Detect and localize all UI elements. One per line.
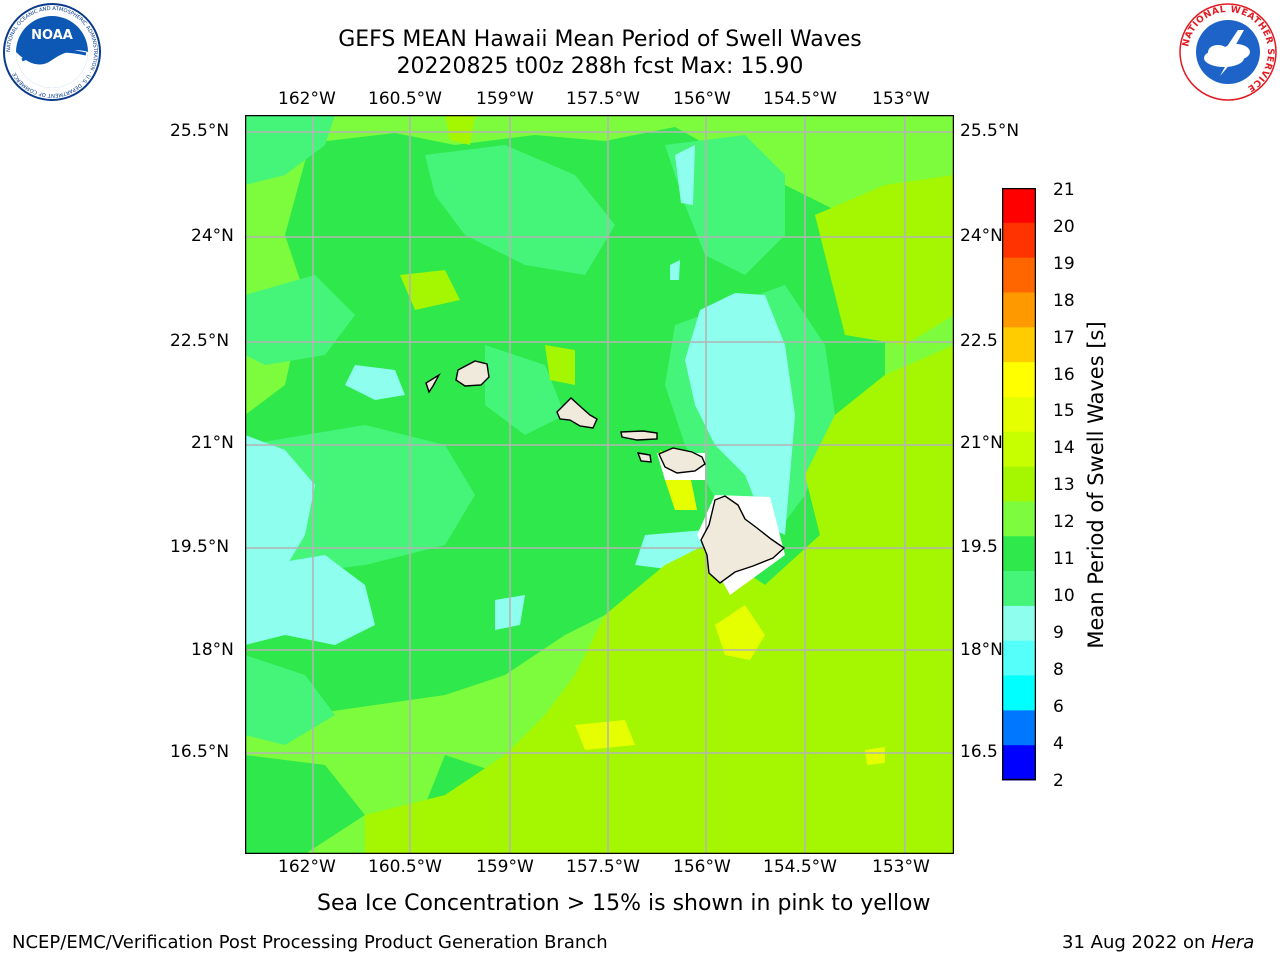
- lon-label-bottom: 159°W: [476, 857, 534, 877]
- colorbar-tick: 19: [1053, 254, 1075, 274]
- lat-label-right: 18°N: [960, 640, 1003, 660]
- colorbar-tick: 12: [1053, 512, 1075, 532]
- colorbar-tick: 20: [1053, 217, 1075, 237]
- lon-label-top: 154.5°W: [763, 89, 837, 109]
- lon-label-top: 157.5°W: [566, 89, 640, 109]
- island-maui: [658, 447, 706, 474]
- island-oahu: [556, 397, 598, 429]
- colorbar-block: [1002, 431, 1036, 468]
- lon-label-top: 160.5°W: [368, 89, 442, 109]
- colorbar-tick: 14: [1053, 438, 1075, 458]
- colorbar-block: [1002, 501, 1036, 537]
- lat-label-right: 25.5°N: [960, 121, 1020, 141]
- contour-13-14s: [365, 115, 954, 854]
- colorbar-block: [1002, 257, 1036, 293]
- contour-9-10s: [245, 145, 795, 645]
- colorbar-block: [1002, 327, 1036, 363]
- colorbar-tick: 4: [1053, 734, 1064, 754]
- lon-label-top: 153°W: [872, 89, 930, 109]
- lat-label-right: 24°N: [960, 226, 1003, 246]
- colorbar: [1002, 188, 1036, 781]
- colorbar-tick: 8: [1053, 660, 1064, 680]
- colorbar-tick: 11: [1053, 549, 1075, 569]
- lat-label-left: 24°N: [191, 226, 234, 246]
- noaa-logo-text: NOAA: [31, 28, 73, 43]
- noaa-logo: NOAA NATIONAL OCEANIC AND ATMOSPHERIC AD…: [3, 3, 101, 101]
- colorbar-tick: 6: [1053, 697, 1064, 717]
- colorbar-block: [1002, 675, 1036, 711]
- colorbar-block: [1002, 362, 1036, 398]
- map-gridlines: [245, 115, 954, 854]
- lat-label-left: 18°N: [191, 640, 234, 660]
- island-lanai: [636, 452, 652, 463]
- colorbar-tick: 9: [1053, 623, 1064, 643]
- colorbar-tick: 15: [1053, 401, 1075, 421]
- colorbar-tick: 2: [1053, 771, 1064, 791]
- lat-label-right: 21°N: [960, 433, 1003, 453]
- lat-label-right: 16.5: [960, 742, 998, 762]
- colorbar-block: [1002, 571, 1036, 607]
- lon-label-bottom: 157.5°W: [566, 857, 640, 877]
- nws-logo: NATIONAL WEATHER SERVICE: [1179, 3, 1277, 101]
- lat-label-left: 25.5°N: [170, 121, 230, 141]
- lon-label-bottom: 156°W: [673, 857, 731, 877]
- colorbar-tick: 16: [1053, 365, 1075, 385]
- footer-date: 31 Aug 2022 on: [1062, 932, 1206, 953]
- colorbar-blocks: [1002, 188, 1036, 781]
- island-niihau: [425, 373, 441, 394]
- lat-label-right: 19.5: [960, 537, 998, 557]
- lon-label-top: 156°W: [673, 89, 731, 109]
- map-frame: [245, 115, 954, 854]
- footer-credit: NCEP/EMC/Verification Post Processing Pr…: [12, 932, 608, 953]
- colorbar-tick: 18: [1053, 291, 1075, 311]
- lon-label-bottom: 153°W: [872, 857, 930, 877]
- hawaiian-islands: [425, 360, 786, 584]
- colorbar-tick: 10: [1053, 586, 1075, 606]
- colorbar-block: [1002, 536, 1036, 572]
- lat-label-left: 16.5°N: [170, 742, 230, 762]
- island-molokai: [620, 430, 658, 441]
- colorbar-block: [1002, 396, 1036, 433]
- lon-label-top: 162°W: [278, 89, 336, 109]
- footer-timestamp: 31 Aug 2022 on Hera: [1062, 932, 1254, 953]
- lat-label-right: 22.5: [960, 331, 998, 351]
- island-kauai: [455, 360, 490, 387]
- island-hawaii: [700, 495, 786, 584]
- swell-period-map: [245, 115, 954, 854]
- colorbar-block: [1002, 466, 1036, 502]
- colorbar-label: Mean Period of Swell Waves [s]: [1084, 321, 1108, 648]
- map-title: GEFS MEAN Hawaii Mean Period of Swell Wa…: [338, 27, 862, 52]
- colorbar-block: [1002, 745, 1036, 781]
- colorbar-block: [1002, 292, 1036, 328]
- colorbar-tick: 21: [1053, 180, 1075, 200]
- lat-label-left: 19.5°N: [170, 537, 230, 557]
- lat-label-left: 22.5°N: [170, 331, 230, 351]
- sea-ice-note: Sea Ice Concentration > 15% is shown in …: [317, 891, 931, 916]
- colorbar-frame: [1002, 188, 1036, 781]
- colorbar-tick: 13: [1053, 475, 1075, 495]
- lon-label-bottom: 154.5°W: [763, 857, 837, 877]
- colorbar-block: [1002, 605, 1036, 642]
- colorbar-block: [1002, 640, 1036, 677]
- footer-host: Hera: [1211, 932, 1255, 953]
- lon-label-bottom: 162°W: [278, 857, 336, 877]
- lon-label-top: 159°W: [476, 89, 534, 109]
- lat-label-left: 21°N: [191, 433, 234, 453]
- colorbar-block: [1002, 188, 1036, 224]
- lon-label-bottom: 160.5°W: [368, 857, 442, 877]
- colorbar-block: [1002, 222, 1036, 259]
- colorbar-label-text: Mean Period of Swell Waves [s]: [1084, 321, 1108, 648]
- map-subtitle: 20220825 t00z 288h fcst Max: 15.90: [396, 54, 804, 79]
- colorbar-tick: 17: [1053, 328, 1075, 348]
- colorbar-block: [1002, 710, 1036, 746]
